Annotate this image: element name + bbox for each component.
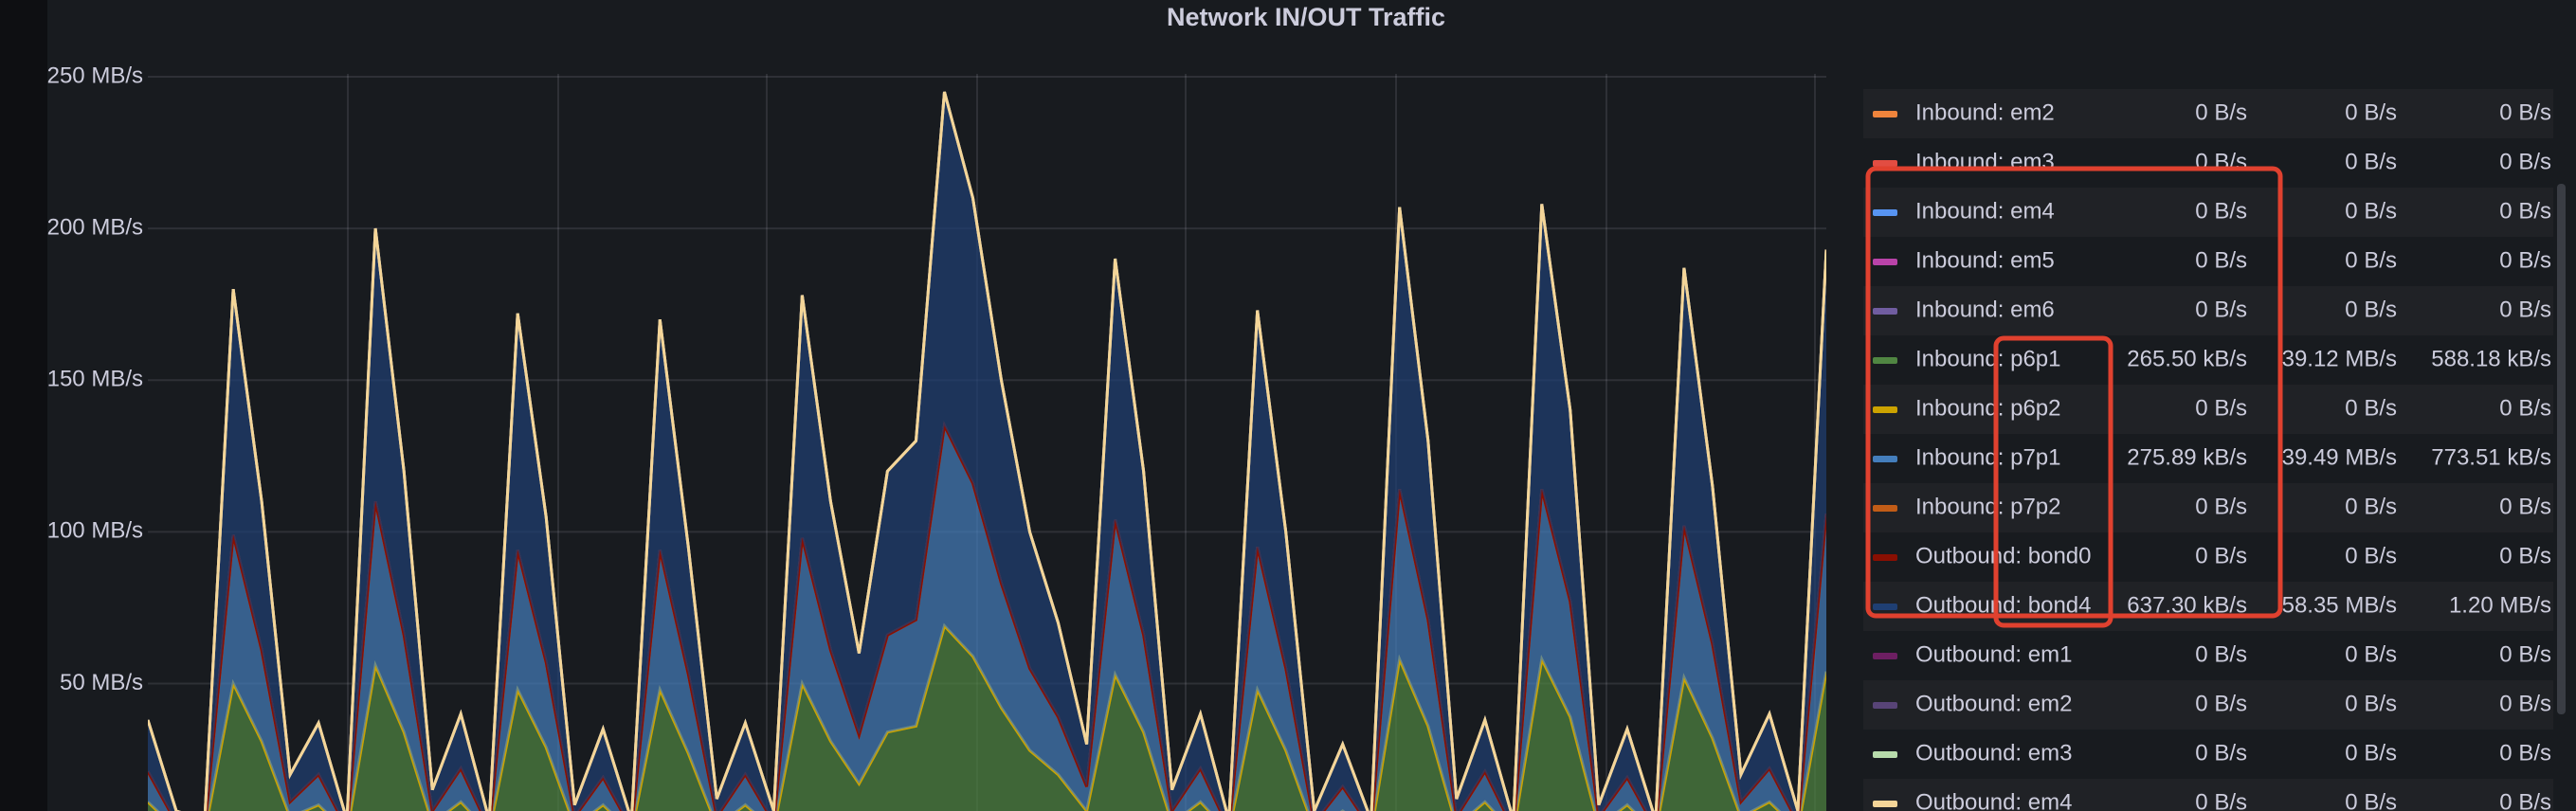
- legend-label: Inbound: p6p1: [1915, 346, 2060, 371]
- legend-value: 773.51 kB/s: [2431, 444, 2551, 470]
- legend-value: 39.49 MB/s: [2282, 444, 2397, 470]
- legend-value: 0 B/s: [2499, 691, 2551, 716]
- legend-value: 0 B/s: [2345, 395, 2397, 421]
- legend-swatch: [1873, 505, 1897, 512]
- legend-value: 0 B/s: [2499, 543, 2551, 568]
- legend-value: 0 B/s: [2499, 395, 2551, 421]
- legend-value: 0 B/s: [2499, 247, 2551, 273]
- y-tick-label: 100 MB/s: [47, 518, 143, 544]
- legend-value: 0 B/s: [2345, 543, 2397, 568]
- legend-swatch: [1873, 160, 1897, 167]
- scrollbar[interactable]: [2557, 184, 2566, 714]
- legend-label: Inbound: p6p2: [1915, 395, 2060, 421]
- legend-value: 0 B/s: [2345, 247, 2397, 273]
- annotation-box: [1993, 335, 2113, 628]
- legend-value: 0 B/s: [2345, 198, 2397, 224]
- legend-row-stripe: [1863, 89, 2553, 138]
- chart-title: Network IN/OUT Traffic: [1167, 3, 1445, 31]
- plot-area: [148, 91, 1826, 811]
- legend-label: Outbound: em2: [1915, 691, 2072, 716]
- legend-value: 0 B/s: [2195, 297, 2247, 322]
- legend-value: 0 B/s: [2499, 641, 2551, 667]
- legend-label: Outbound: bond0: [1915, 543, 2092, 568]
- legend-label: Inbound: em5: [1915, 247, 2055, 273]
- legend-swatch: [1873, 406, 1897, 413]
- legend-value: 0 B/s: [2499, 789, 2551, 811]
- y-tick-label: 150 MB/s: [47, 367, 143, 392]
- legend-swatch: [1873, 308, 1897, 315]
- legend-row-stripe: [1863, 188, 2553, 237]
- legend-label: Inbound: em4: [1915, 198, 2055, 224]
- legend-value: 0 B/s: [2499, 198, 2551, 224]
- side-strip: [0, 0, 47, 811]
- legend-value: 0 B/s: [2195, 740, 2247, 766]
- legend-row-stripe: [1863, 483, 2553, 532]
- legend-value: 0 B/s: [2345, 691, 2397, 716]
- legend-label: Outbound: em1: [1915, 641, 2072, 667]
- y-tick-label: 50 MB/s: [60, 670, 143, 695]
- legend-value: 1.20 MB/s: [2449, 592, 2551, 618]
- legend-swatch: [1873, 801, 1897, 807]
- legend-value: 275.89 kB/s: [2127, 444, 2247, 470]
- legend-label: Inbound: p7p2: [1915, 494, 2060, 519]
- legend-value: 0 B/s: [2345, 494, 2397, 519]
- legend-swatch: [1873, 554, 1897, 561]
- legend-swatch: [1873, 357, 1897, 364]
- legend-value: 0 B/s: [2195, 494, 2247, 519]
- legend-value: 0 B/s: [2195, 691, 2247, 716]
- legend-swatch: [1873, 456, 1897, 462]
- legend-swatch: [1873, 751, 1897, 758]
- legend-value: 265.50 kB/s: [2127, 346, 2247, 371]
- legend-label: Outbound: em3: [1915, 740, 2072, 766]
- legend-value: 0 B/s: [2345, 99, 2397, 125]
- legend-value: 0 B/s: [2195, 543, 2247, 568]
- legend-value: 0 B/s: [2345, 789, 2397, 811]
- legend-row-stripe: [1863, 779, 2553, 811]
- legend-swatch: [1873, 209, 1897, 216]
- legend-row-stripe: [1863, 385, 2553, 434]
- legend-swatch: [1873, 653, 1897, 659]
- legend-value: 39.12 MB/s: [2282, 346, 2397, 371]
- annotation-box: [1865, 166, 2283, 619]
- area-line: [148, 91, 1826, 811]
- legend-label: Inbound: em2: [1915, 99, 2055, 125]
- legend-value: 0 B/s: [2345, 641, 2397, 667]
- legend-label: Inbound: em6: [1915, 297, 2055, 322]
- legend-value: 0 B/s: [2195, 99, 2247, 125]
- legend-value: 0 B/s: [2499, 740, 2551, 766]
- legend-value: 58.35 MB/s: [2282, 592, 2397, 618]
- legend-value: 0 B/s: [2195, 247, 2247, 273]
- legend-swatch: [1873, 111, 1897, 117]
- legend-value: 0 B/s: [2195, 641, 2247, 667]
- legend-value: 0 B/s: [2345, 740, 2397, 766]
- legend-value: 0 B/s: [2345, 149, 2397, 174]
- area-fill: [148, 625, 1826, 811]
- legend-value: 0 B/s: [2499, 99, 2551, 125]
- legend-value: 0 B/s: [2195, 789, 2247, 811]
- legend-value: 0 B/s: [2345, 297, 2397, 322]
- legend-value: 0 B/s: [2195, 395, 2247, 421]
- legend-row-stripe: [1863, 680, 2553, 730]
- area-fill: [148, 425, 1826, 811]
- legend-row-stripe: [1863, 582, 2553, 631]
- legend-value: 588.18 kB/s: [2431, 346, 2551, 371]
- y-tick-label: 200 MB/s: [47, 214, 143, 240]
- legend-swatch: [1873, 259, 1897, 265]
- legend-swatch: [1873, 702, 1897, 709]
- legend-value: 0 B/s: [2195, 198, 2247, 224]
- legend-row-stripe: [1863, 286, 2553, 335]
- legend-swatch: [1873, 604, 1897, 610]
- legend-value: 0 B/s: [2499, 494, 2551, 519]
- legend-value: 0 B/s: [2499, 297, 2551, 322]
- y-tick-label: 250 MB/s: [47, 63, 143, 88]
- legend-label: Inbound: p7p1: [1915, 444, 2060, 470]
- legend-label: Outbound: em4: [1915, 789, 2072, 811]
- legend-value: 0 B/s: [2499, 149, 2551, 174]
